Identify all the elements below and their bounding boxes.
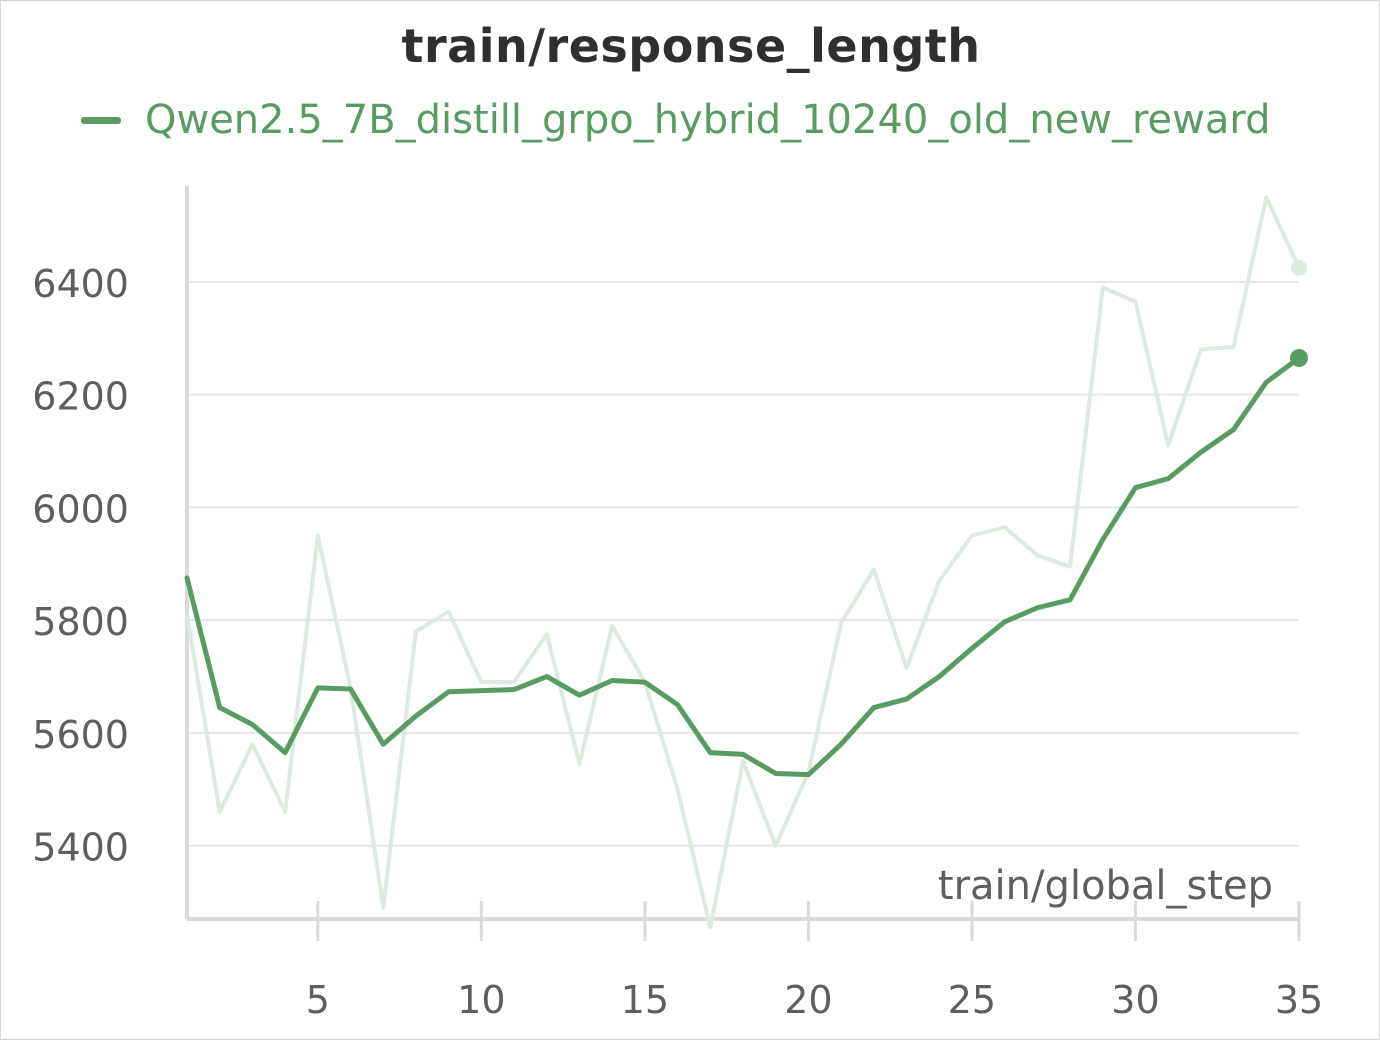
x-axis-label: train/global_step	[938, 863, 1273, 909]
x-tick-label: 5	[306, 978, 330, 1022]
raw-series-endpoint	[1291, 259, 1307, 276]
raw-series-line	[185, 195, 1301, 930]
y-tick-label: 5800	[32, 600, 129, 644]
smoothed-series-line	[184, 355, 1302, 778]
y-tick-label: 6200	[32, 375, 129, 419]
x-tick-label: 25	[948, 978, 996, 1022]
legend[interactable]: Qwen2.5_7B_distill_grpo_hybrid_10240_old…	[81, 97, 1271, 143]
legend-series-label: Qwen2.5_7B_distill_grpo_hybrid_10240_old…	[145, 97, 1271, 143]
x-tick-label: 35	[1275, 978, 1323, 1022]
x-tick-label: 10	[457, 978, 505, 1022]
chart-title: train/response_length	[401, 19, 981, 73]
y-tick-label: 5400	[32, 826, 129, 870]
y-tick-label: 5600	[32, 713, 129, 757]
y-tick-label: 6000	[32, 487, 129, 531]
x-tick-label: 15	[621, 978, 669, 1022]
x-tick-label: 30	[1111, 978, 1159, 1022]
x-tick-label: 20	[784, 978, 832, 1022]
legend-swatch	[81, 116, 121, 124]
smoothed-series-endpoint	[1290, 348, 1308, 367]
y-tick-label: 6400	[32, 262, 129, 306]
